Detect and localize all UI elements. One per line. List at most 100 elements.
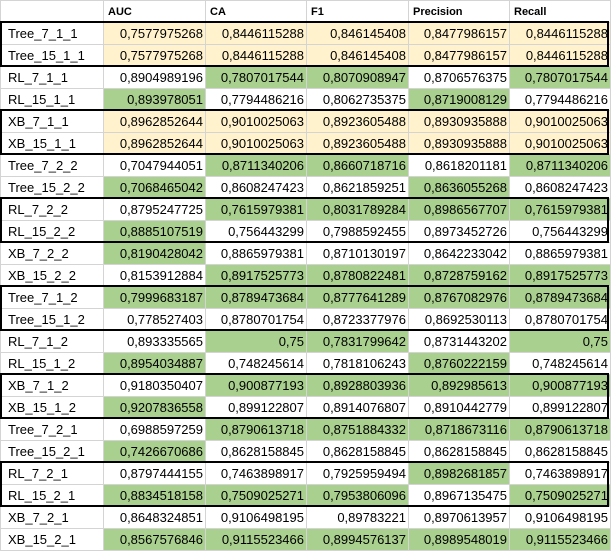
ca-cell[interactable]: 0,8446115288 [205, 22, 307, 45]
f1-cell[interactable]: 0,8710130197 [306, 242, 409, 265]
ca-cell[interactable]: 0,8628158845 [205, 440, 307, 463]
f1-cell[interactable]: 0,7953806096 [306, 484, 409, 507]
precision-cell[interactable]: 0,8767082976 [408, 286, 510, 309]
auc-cell[interactable]: 0,8962852644 [103, 132, 206, 155]
row-label-cell[interactable]: Tree_7_1_2 [0, 286, 104, 309]
f1-cell[interactable]: 0,8070908947 [306, 66, 409, 89]
recall-cell[interactable]: 0,7463898917 [509, 462, 611, 485]
precision-cell[interactable]: 0,8642233042 [408, 242, 510, 265]
recall-cell[interactable]: 0,7509025271 [509, 484, 611, 507]
recall-cell[interactable]: 0,7807017544 [509, 66, 611, 89]
precision-cell[interactable]: 0,8930935888 [408, 110, 510, 133]
ca-cell[interactable]: 0,8446115288 [205, 44, 307, 67]
f1-cell[interactable]: 0,8994576137 [306, 528, 409, 551]
recall-cell[interactable]: 0,8608247423 [509, 176, 611, 199]
auc-cell[interactable]: 0,8904989196 [103, 66, 206, 89]
precision-cell[interactable]: 0,8718673116 [408, 418, 510, 441]
ca-cell[interactable]: 0,7794486216 [205, 88, 307, 111]
f1-cell[interactable]: 0,8923605488 [306, 110, 409, 133]
ca-cell[interactable]: 0,7509025271 [205, 484, 307, 507]
precision-cell[interactable]: 0,8986567707 [408, 198, 510, 221]
auc-cell[interactable]: 0,8954034887 [103, 352, 206, 375]
recall-cell[interactable]: 0,7615979381 [509, 198, 611, 221]
recall-cell[interactable]: 0,8917525773 [509, 264, 611, 287]
precision-cell[interactable]: 0,8719008129 [408, 88, 510, 111]
auc-cell[interactable]: 0,8797444155 [103, 462, 206, 485]
auc-cell[interactable]: 0,8567576846 [103, 528, 206, 551]
recall-cell[interactable]: 0,900877193 [509, 374, 611, 397]
row-label-cell[interactable]: RL_7_1_2 [0, 330, 104, 353]
auc-cell[interactable]: 0,7577975268 [103, 22, 206, 45]
f1-cell[interactable]: 0,7988592455 [306, 220, 409, 243]
f1-cell[interactable]: 0,7818106243 [306, 352, 409, 375]
recall-cell[interactable]: 0,748245614 [509, 352, 611, 375]
row-label-cell[interactable]: Tree_15_1_1 [0, 44, 104, 67]
precision-cell[interactable]: 0,8930935888 [408, 132, 510, 155]
row-label-cell[interactable]: RL_7_1_1 [0, 66, 104, 89]
row-label-cell[interactable]: Tree_15_2_2 [0, 176, 104, 199]
header-cell-precision[interactable]: Precision [408, 0, 510, 23]
row-label-cell[interactable]: XB_15_2_2 [0, 264, 104, 287]
recall-cell[interactable]: 0,8446115288 [509, 22, 611, 45]
f1-cell[interactable]: 0,8660718716 [306, 154, 409, 177]
f1-cell[interactable]: 0,846145408 [306, 44, 409, 67]
recall-cell[interactable]: 0,8711340206 [509, 154, 611, 177]
auc-cell[interactable]: 0,8962852644 [103, 110, 206, 133]
f1-cell[interactable]: 0,8062735375 [306, 88, 409, 111]
header-cell-f1[interactable]: F1 [306, 0, 409, 23]
recall-cell[interactable]: 0,9010025063 [509, 132, 611, 155]
auc-cell[interactable]: 0,7068465042 [103, 176, 206, 199]
row-label-cell[interactable]: Tree_15_2_1 [0, 440, 104, 463]
ca-cell[interactable]: 0,8917525773 [205, 264, 307, 287]
f1-cell[interactable]: 0,8780822481 [306, 264, 409, 287]
recall-cell[interactable]: 0,9010025063 [509, 110, 611, 133]
precision-cell[interactable]: 0,8477986157 [408, 22, 510, 45]
ca-cell[interactable]: 0,8790613718 [205, 418, 307, 441]
auc-cell[interactable]: 0,8795247725 [103, 198, 206, 221]
precision-cell[interactable]: 0,8760222159 [408, 352, 510, 375]
header-cell-auc[interactable]: AUC [103, 0, 206, 23]
ca-cell[interactable]: 0,7463898917 [205, 462, 307, 485]
ca-cell[interactable]: 0,9010025063 [205, 110, 307, 133]
recall-cell[interactable]: 0,9106498195 [509, 506, 611, 529]
precision-cell[interactable]: 0,8706576375 [408, 66, 510, 89]
ca-cell[interactable]: 0,8780701754 [205, 308, 307, 331]
f1-cell[interactable]: 0,7925959494 [306, 462, 409, 485]
recall-cell[interactable]: 0,9115523466 [509, 528, 611, 551]
precision-cell[interactable]: 0,8628158845 [408, 440, 510, 463]
row-label-cell[interactable]: RL_15_1_1 [0, 88, 104, 111]
row-label-cell[interactable]: Tree_15_1_2 [0, 308, 104, 331]
f1-cell[interactable]: 0,8751884332 [306, 418, 409, 441]
row-label-cell[interactable]: RL_7_2_2 [0, 198, 104, 221]
f1-cell[interactable]: 0,8031789284 [306, 198, 409, 221]
row-label-cell[interactable]: XB_7_2_1 [0, 506, 104, 529]
f1-cell[interactable]: 0,8621859251 [306, 176, 409, 199]
ca-cell[interactable]: 0,900877193 [205, 374, 307, 397]
precision-cell[interactable]: 0,8967135475 [408, 484, 510, 507]
f1-cell[interactable]: 0,8723377976 [306, 308, 409, 331]
recall-cell[interactable]: 0,8865979381 [509, 242, 611, 265]
ca-cell[interactable]: 0,8608247423 [205, 176, 307, 199]
precision-cell[interactable]: 0,8618201181 [408, 154, 510, 177]
ca-cell[interactable]: 0,9115523466 [205, 528, 307, 551]
ca-cell[interactable]: 0,7615979381 [205, 198, 307, 221]
auc-cell[interactable]: 0,893335565 [103, 330, 206, 353]
row-label-cell[interactable]: XB_7_1_1 [0, 110, 104, 133]
recall-cell[interactable]: 0,8628158845 [509, 440, 611, 463]
recall-cell[interactable]: 0,8446115288 [509, 44, 611, 67]
row-label-cell[interactable]: RL_15_2_1 [0, 484, 104, 507]
auc-cell[interactable]: 0,7426670686 [103, 440, 206, 463]
recall-cell[interactable]: 0,8789473684 [509, 286, 611, 309]
recall-cell[interactable]: 0,756443299 [509, 220, 611, 243]
precision-cell[interactable]: 0,8989548019 [408, 528, 510, 551]
precision-cell[interactable]: 0,8731443202 [408, 330, 510, 353]
auc-cell[interactable]: 0,8190428042 [103, 242, 206, 265]
auc-cell[interactable]: 0,8885107519 [103, 220, 206, 243]
auc-cell[interactable]: 0,778527403 [103, 308, 206, 331]
recall-cell[interactable]: 0,7794486216 [509, 88, 611, 111]
recall-cell[interactable]: 0,8780701754 [509, 308, 611, 331]
auc-cell[interactable]: 0,7999683187 [103, 286, 206, 309]
row-label-cell[interactable]: RL_7_2_1 [0, 462, 104, 485]
f1-cell[interactable]: 0,8928803936 [306, 374, 409, 397]
f1-cell[interactable]: 0,89783221 [306, 506, 409, 529]
